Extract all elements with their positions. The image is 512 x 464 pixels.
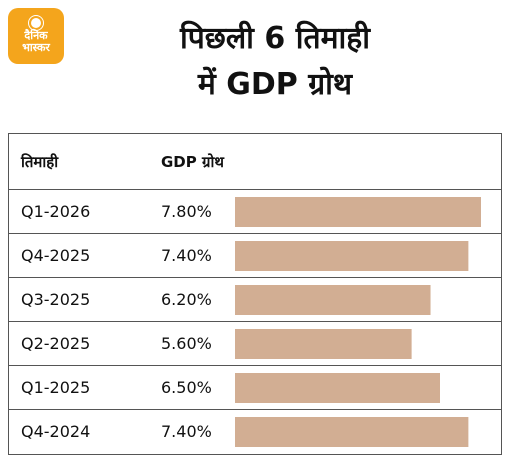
logo-text-line1: दैनिक — [24, 29, 48, 42]
table-row: Q2-2025 5.60% — [9, 322, 501, 366]
value-label: 6.50% — [161, 378, 212, 397]
header-gdp-growth: GDP ग्रोथ — [161, 153, 224, 171]
chart-title-line2: में GDP ग्रोथ — [197, 67, 353, 102]
quarter-label: Q1-2026 — [21, 202, 91, 221]
quarter-label: Q3-2025 — [21, 290, 91, 309]
table-row: Q4-2024 7.40% — [9, 410, 501, 454]
quarter-label: Q2-2025 — [21, 334, 91, 353]
sun-icon — [31, 18, 41, 28]
quarter-label: Q4-2024 — [21, 422, 91, 441]
value-label: 7.40% — [161, 246, 212, 265]
value-label: 5.60% — [161, 334, 212, 353]
table-row: Q3-2025 6.20% — [9, 278, 501, 322]
logo-text-line2: भास्कर — [22, 41, 50, 54]
header-quarter: तिमाही — [21, 153, 59, 171]
gdp-table: तिमाही GDP ग्रोथ Q1-2026 7.80% Q4-2025 7… — [8, 133, 502, 455]
dainik-bhaskar-logo: दैनिक भास्कर — [8, 8, 64, 64]
quarter-label: Q1-2025 — [21, 378, 91, 397]
value-label: 7.80% — [161, 202, 212, 221]
chart-title-line1: पिछली 6 तिमाही — [180, 21, 370, 56]
table-header-row: तिमाही GDP ग्रोथ — [9, 134, 501, 190]
quarter-label: Q4-2025 — [21, 246, 91, 265]
value-label: 7.40% — [161, 422, 212, 441]
table-row: Q1-2026 7.80% — [9, 190, 501, 234]
table-row: Q4-2025 7.40% — [9, 234, 501, 278]
table-row: Q1-2025 6.50% — [9, 366, 501, 410]
value-label: 6.20% — [161, 290, 212, 309]
chart-title: पिछली 6 तिमाही में GDP ग्रोथ — [110, 16, 440, 108]
